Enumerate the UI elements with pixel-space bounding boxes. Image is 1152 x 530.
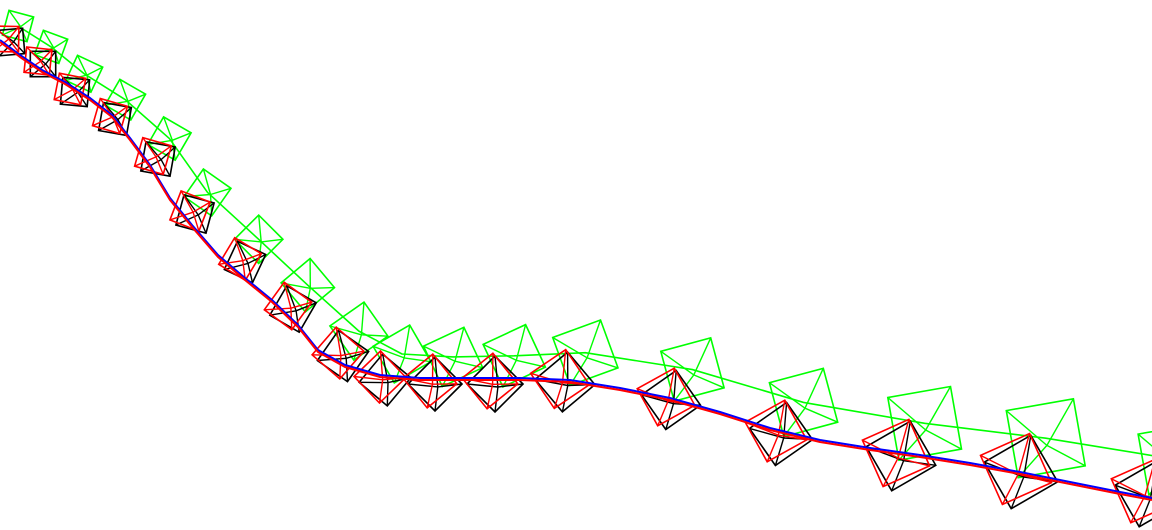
trajectory-a-path (0, 39, 1152, 499)
estimate-b-path (17, 25, 1152, 457)
estimate-a-camera-frustums (0, 25, 1152, 524)
estimate-a-frustum-5 (168, 189, 212, 233)
estimate-a-frustum-1 (23, 46, 53, 76)
trajectory-b-path (0, 41, 1152, 501)
trajectory-paths (0, 39, 1152, 501)
ground-truth-camera-frustums (0, 27, 1152, 528)
estimate-b-frustum-17 (1137, 430, 1152, 496)
estimate-a-frustum-6 (217, 236, 263, 282)
estimate-a-frustum-0 (0, 25, 20, 53)
estimate-a-frustum-16 (979, 432, 1053, 506)
estimate-a-frustum-7 (263, 281, 313, 331)
estimate-b-camera-frustums (1, 9, 1152, 496)
